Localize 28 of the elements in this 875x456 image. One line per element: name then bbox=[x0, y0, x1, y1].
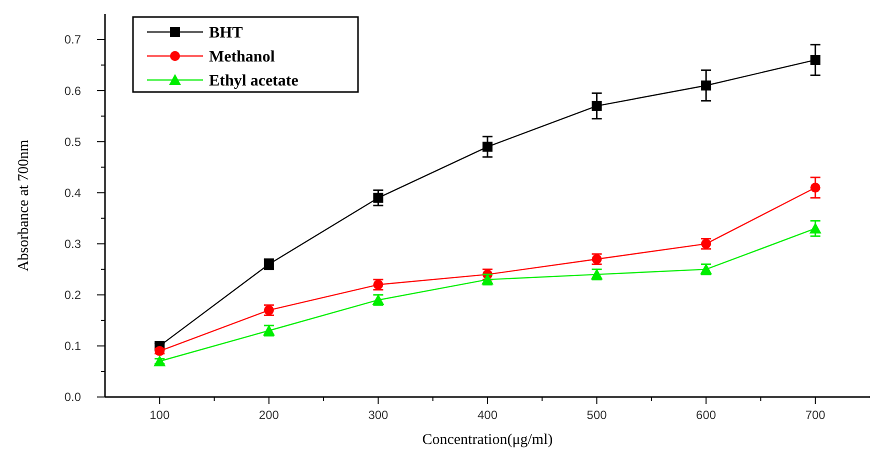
legend-label: BHT bbox=[209, 24, 244, 42]
x-axis-title: Concentration(μg/ml) bbox=[422, 432, 553, 448]
x-tick-label: 600 bbox=[696, 408, 716, 422]
y-tick-label: 0.2 bbox=[64, 288, 82, 302]
y-tick-label: 0.7 bbox=[64, 32, 82, 47]
y-tick-label: 0.5 bbox=[64, 134, 82, 149]
x-tick-label: 400 bbox=[477, 408, 498, 422]
y-tick-label: 0.3 bbox=[64, 237, 82, 251]
legend-label: Methanol bbox=[209, 48, 276, 66]
point bbox=[701, 80, 712, 90]
legend-label: Ethyl acetate bbox=[209, 72, 298, 90]
point bbox=[592, 100, 602, 111]
point bbox=[810, 54, 820, 65]
x-tick-label: 200 bbox=[258, 408, 280, 422]
y-tick-label: 0.6 bbox=[64, 84, 82, 98]
x-tick-label: 300 bbox=[368, 408, 389, 422]
x-tick-label: 100 bbox=[150, 408, 170, 422]
y-axis-title: Absorbance at 700nm bbox=[16, 139, 32, 272]
point bbox=[373, 192, 384, 203]
point bbox=[809, 222, 822, 234]
point bbox=[810, 182, 820, 193]
x-tick-label: 700 bbox=[805, 408, 826, 422]
point bbox=[154, 355, 166, 366]
x-tick-label: 500 bbox=[586, 408, 608, 422]
y-tick-label: 0.1 bbox=[64, 339, 82, 354]
point bbox=[482, 142, 492, 152]
y-tick-label: 0.4 bbox=[64, 186, 82, 200]
y-tick-label: 0.0 bbox=[64, 390, 82, 404]
